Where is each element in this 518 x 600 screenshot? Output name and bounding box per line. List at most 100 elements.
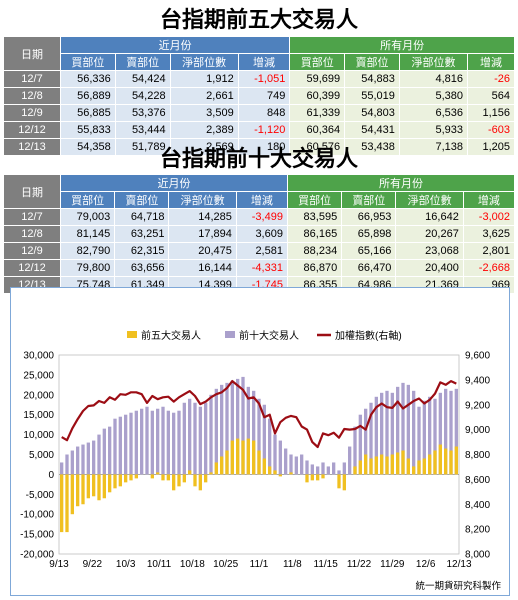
top10-bar (342, 462, 346, 475)
top10-bar (230, 380, 234, 475)
table-cell: 86,870 (286, 259, 343, 277)
top5-bar (209, 472, 213, 475)
top10-bar (326, 466, 330, 475)
table-cell: 2,581 (235, 242, 288, 260)
table-cell: 564 (467, 87, 515, 105)
table-cell: 20,475 (168, 242, 237, 260)
top10-bar (364, 408, 368, 475)
y-tick-label: 0 (48, 470, 54, 481)
table-cell: 86,165 (286, 225, 343, 243)
table-cell: -2,668 (462, 259, 516, 277)
table-cell: 16,144 (168, 259, 237, 277)
table-cell: 20,267 (395, 225, 464, 243)
top10-bar (300, 454, 304, 475)
table-cell: -1,120 (237, 121, 291, 139)
top5-bar (369, 458, 373, 475)
top5-bar (193, 474, 197, 487)
top10-bar (294, 456, 298, 475)
table-cell: 63,251 (114, 225, 170, 243)
top5-bar (396, 452, 400, 475)
top10-bar (209, 394, 213, 475)
chart-caption: 統一期貨研究科製作 (415, 580, 501, 592)
top10-bar (401, 382, 405, 475)
top5-bar (289, 472, 293, 475)
top10-bar (332, 462, 336, 475)
table-cell: 54,883 (344, 70, 400, 88)
y2-tick-label: 8,400 (465, 500, 490, 511)
top10-bar (385, 390, 389, 475)
table-cell: 749 (237, 87, 291, 105)
y2-tick-label: 8,200 (465, 525, 490, 536)
x-tick-label: 11/22 (347, 559, 372, 570)
top10-bar (417, 406, 421, 475)
table-cell: 60,399 (289, 87, 346, 105)
x-tick-label: 9/13 (49, 559, 69, 570)
top10-bar (129, 412, 133, 475)
top5-bar (417, 460, 421, 475)
near-month-header: 近月份 (59, 36, 291, 54)
top5-bar (60, 474, 64, 533)
top10-bar (380, 392, 384, 475)
top10-bar (140, 408, 144, 475)
top5-bar (305, 474, 309, 483)
all-months-header: 所有月份 (286, 174, 516, 192)
y2-tick-label: 8,600 (465, 475, 490, 486)
table-row: 12/12 79,800 63,656 16,144 -4,331 86,870 66,47… (3, 259, 516, 277)
top5-bar (412, 466, 416, 475)
top5-bar (65, 474, 69, 533)
table-cell: 6,536 (398, 104, 469, 122)
top5-bar (220, 456, 224, 475)
top10-bar (102, 428, 106, 475)
top10-bar (358, 414, 362, 475)
table-cell: 51,789 (114, 138, 171, 156)
table-row: 12/9 56,885 53,376 3,509 848 61,339 54,803 6,53… (3, 104, 515, 122)
top5-bar (316, 474, 320, 481)
top10-bar (246, 386, 250, 475)
top5-bar (422, 458, 426, 475)
top10-bar (97, 434, 101, 475)
top10-bar (70, 450, 74, 475)
table-cell: 83,595 (286, 208, 343, 226)
y-tick-label: 20,000 (23, 390, 54, 401)
top5-bar (321, 474, 325, 479)
top5-bar (246, 438, 250, 475)
top10-bar (118, 416, 122, 475)
top10-bar (76, 446, 80, 475)
index-line (61, 379, 457, 449)
top10-bar (454, 388, 458, 475)
table-cell: 53,444 (114, 121, 171, 139)
top10-bar (81, 444, 85, 475)
table-cell: 56,889 (60, 87, 116, 105)
top5-bar (81, 474, 85, 505)
y2-tick-label: 9,600 (465, 351, 490, 362)
top10-bar (236, 378, 240, 475)
top5-bar (278, 474, 282, 477)
top5-bar (182, 474, 186, 483)
top10-bar (86, 442, 90, 475)
top10-bar (113, 418, 117, 475)
top10-bar (348, 446, 352, 475)
table-cell: 65,898 (341, 225, 397, 243)
table-cell: -26 (467, 70, 515, 88)
y2-tick-label: 8,000 (465, 550, 490, 561)
combo-chart: 30,000 25,000 20,000 15,000 10,000 5,000 0 -5,0… (20, 329, 501, 592)
y-tick-label: 15,000 (23, 410, 54, 421)
top5-bar (161, 474, 165, 481)
column-header: 買部位 (286, 191, 343, 209)
table-cell: 1,205 (467, 138, 515, 156)
legend-label-index: 加權指數(右軸) (335, 329, 402, 342)
table-cell: 88,234 (286, 242, 343, 260)
top10-bar (108, 426, 112, 475)
row-date: 12/12 (3, 121, 61, 139)
table-cell: -4,331 (235, 259, 288, 277)
top5-bar (225, 450, 229, 475)
table-cell: 56,336 (60, 70, 116, 88)
legend-label-top5: 前五大交易人 (141, 329, 201, 342)
table-cell: 64,718 (114, 208, 170, 226)
x-tick-label: 12/13 (446, 559, 471, 570)
top10-bar (321, 462, 325, 475)
row-date: 12/8 (3, 87, 61, 105)
top10-bar (406, 384, 410, 475)
top5-bar (92, 474, 96, 497)
top5-bar (124, 474, 128, 483)
